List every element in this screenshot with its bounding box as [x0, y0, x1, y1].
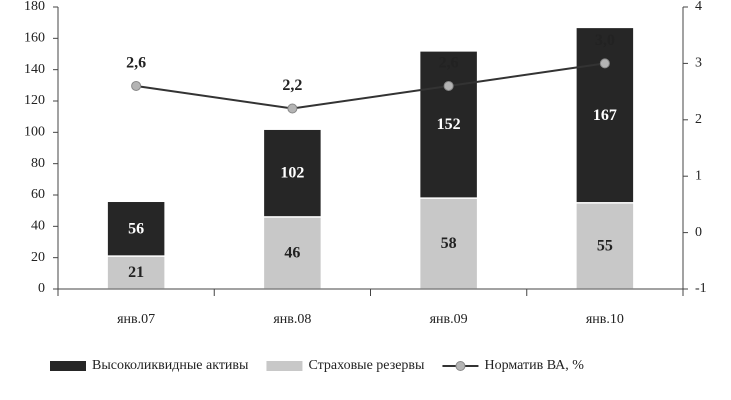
y-tick-label: 160 [24, 31, 45, 46]
data-label: 21 [128, 264, 144, 281]
y-tick-label: 100 [24, 125, 45, 140]
y2-tick-label: 0 [695, 225, 702, 240]
legend-swatch [266, 361, 303, 371]
y2-tick-label: 1 [695, 168, 702, 183]
y-tick-label: 180 [24, 0, 45, 14]
y2-tick-label: 4 [695, 0, 702, 14]
y-tick-label: 140 [24, 62, 45, 77]
legend-label: Высоколиквидные активы [92, 358, 249, 373]
x-tick-label: янв.10 [586, 312, 624, 327]
y-tick-label: 20 [31, 250, 45, 265]
data-label: 167 [593, 107, 617, 124]
data-label: 55 [597, 238, 613, 255]
data-label: 152 [437, 116, 461, 133]
y2-tick-label: 2 [695, 112, 702, 127]
legend-marker [455, 361, 466, 371]
bar [262, 216, 323, 290]
x-tick-label: янв.09 [430, 312, 468, 327]
bar [575, 202, 635, 290]
line-label: 2,6 [126, 55, 146, 72]
y-tick-label: 80 [31, 156, 45, 171]
bar [418, 197, 479, 290]
legend-label: Страховые резервы [308, 358, 425, 373]
line-marker [287, 103, 298, 114]
data-label: 46 [284, 245, 300, 262]
line [135, 62, 606, 110]
legend-label: Норматив ВА, % [484, 358, 584, 373]
y-tick-label: 60 [31, 187, 45, 202]
y2-tick-label: -1 [695, 281, 707, 296]
x-tick-label: янв.08 [273, 312, 311, 327]
line-label: 2,6 [439, 55, 459, 72]
line-label: 2,2 [282, 77, 302, 94]
bar [106, 255, 166, 290]
line-marker [131, 80, 142, 91]
x-tick-label: янв.07 [117, 312, 155, 327]
y2-tick-label: 3 [695, 56, 702, 71]
y-tick-label: 120 [24, 93, 45, 108]
data-label: 58 [441, 235, 457, 252]
line-label: 3,0 [595, 32, 615, 49]
data-label: 56 [128, 220, 144, 237]
y-tick-label: 0 [38, 281, 45, 296]
legend-swatch [50, 361, 86, 371]
y-tick-label: 40 [31, 219, 45, 234]
data-label: 102 [280, 165, 304, 182]
line-marker [443, 80, 454, 91]
line-marker [599, 58, 610, 69]
